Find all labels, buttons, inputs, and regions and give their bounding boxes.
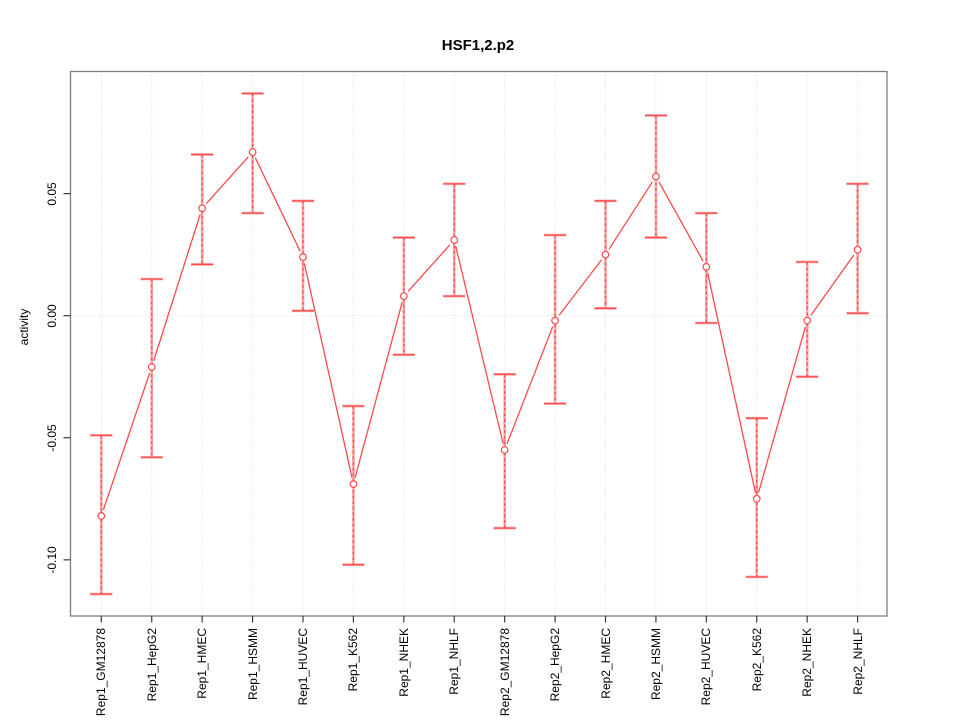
series-line-segment	[303, 263, 353, 478]
x-tick-label: Rep1_HUVEC	[295, 628, 310, 706]
data-point	[853, 245, 862, 254]
y-tick-label: -0.05	[45, 424, 59, 452]
x-tick-label: Rep1_NHEK	[396, 628, 411, 697]
data-point	[299, 253, 307, 261]
chart-title: HSF1,2.p2	[441, 37, 515, 54]
x-tick-label: Rep2_HSMM	[648, 628, 663, 701]
x-tick-label: Rep1_HMEC	[195, 628, 210, 699]
data-point	[97, 511, 106, 520]
series-line-segment	[455, 246, 504, 444]
x-tick-label: Rep2_HepG2	[548, 628, 563, 702]
data-point	[349, 480, 358, 489]
series-line-segment	[810, 254, 855, 316]
data-point	[500, 446, 509, 454]
data-point	[248, 148, 257, 156]
data-point	[399, 292, 408, 301]
x-tick-label: Rep2_NHEK	[800, 628, 815, 697]
x-tick-label: Rep2_GM12878	[497, 628, 512, 717]
x-tick-label: Rep2_HUVEC	[699, 628, 714, 706]
x-tick-label: Rep1_K562	[346, 628, 361, 692]
plot-frame	[69, 70, 888, 617]
series-line-segment	[254, 157, 301, 252]
data-point	[702, 262, 711, 271]
data-point	[551, 316, 559, 325]
data-point	[803, 316, 812, 325]
y-tick-label: 0.00	[45, 303, 59, 328]
data-point	[601, 250, 610, 259]
series-line-segment	[205, 156, 249, 204]
data-point	[752, 494, 761, 503]
x-tick-label: Rep2_HMEC	[598, 628, 613, 699]
series-line-segment	[354, 302, 403, 479]
x-tick-label: Rep2_NHLF	[850, 628, 865, 695]
x-tick-label: Rep1_NHLF	[447, 628, 462, 695]
series-line-segment	[707, 273, 757, 493]
y-tick-label: -0.10	[45, 546, 59, 574]
data-point	[198, 204, 207, 213]
y-tick-label: 0.05	[45, 181, 59, 206]
series-line-segment	[757, 326, 807, 493]
series-line-segment	[558, 259, 603, 316]
series-line-segment	[102, 372, 151, 510]
series-line-segment	[407, 244, 451, 292]
series-line-segment	[153, 214, 201, 361]
series-line-segment	[506, 326, 554, 445]
data-point	[147, 363, 156, 371]
series-line-segment	[658, 181, 704, 262]
x-tick-label: Rep1_HepG2	[144, 628, 159, 702]
series-line-segment	[608, 181, 653, 250]
x-tick-label: Rep2_K562	[749, 628, 764, 692]
data-point	[652, 172, 660, 181]
x-tick-label: Rep1_GM12878	[94, 628, 109, 717]
x-tick-label: Rep1_HSMM	[245, 628, 260, 701]
data-point	[450, 236, 459, 244]
